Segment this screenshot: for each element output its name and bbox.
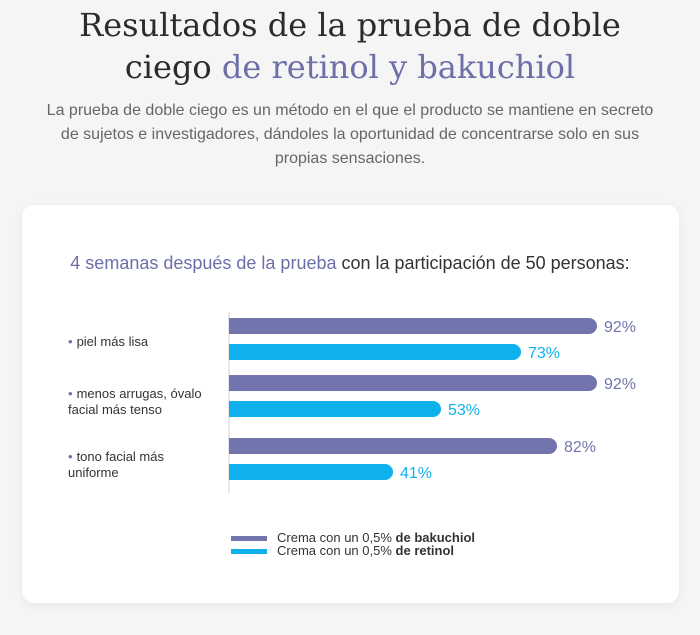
bullet-icon: •	[68, 386, 73, 401]
bar-bakuchiol-1	[229, 375, 597, 391]
bar-edge-bakuchiol-1	[229, 375, 245, 391]
title-plain: ciego	[124, 48, 212, 86]
bar-retinol-1	[229, 401, 441, 417]
legend-bold: de bakuchiol	[395, 530, 475, 545]
data-label-retinol-1: 53%	[448, 402, 480, 419]
title-line-1: Resultados de la prueba de doble	[79, 6, 621, 44]
bar-retinol-2	[229, 464, 393, 480]
bar-retinol-0	[229, 344, 521, 360]
category-text: menos arrugas, óvalo facial más tenso	[68, 386, 202, 417]
data-label-bakuchiol-1: 92%	[604, 376, 636, 393]
category-label-smooth: • piel más lisa	[68, 334, 218, 350]
legend-item-retinol: Crema con un 0,5% de retinol	[231, 544, 454, 558]
data-label-bakuchiol-2: 82%	[564, 439, 596, 456]
bar-bakuchiol-0	[229, 318, 597, 334]
bar-edge-retinol-1	[229, 401, 245, 417]
bar-edge-retinol-0	[229, 344, 245, 360]
bar-edge-retinol-2	[229, 464, 245, 480]
data-label-retinol-2: 41%	[400, 465, 432, 482]
legend-swatch-retinol	[231, 549, 267, 555]
legend-bold: de retinol	[395, 543, 455, 558]
legend-prefix: Crema con un 0,5%	[277, 530, 392, 545]
category-text: tono facial más uniforme	[68, 449, 164, 480]
category-text: piel más lisa	[76, 334, 149, 349]
bullet-icon: •	[68, 334, 73, 349]
page-title: Resultados de la prueba de doble ciego d…	[0, 4, 700, 88]
data-label-retinol-0: 73%	[528, 345, 560, 362]
bar-edge-bakuchiol-2	[229, 438, 245, 454]
bullet-icon: •	[68, 449, 73, 464]
page-subtitle: La prueba de doble ciego es un método en…	[46, 102, 654, 167]
legend-item-bakuchiol: Crema con un 0,5% de bakuchiol	[231, 531, 475, 545]
data-label-bakuchiol-0: 92%	[604, 319, 636, 336]
chart-heading-rest: con la participación de 50 personas:	[341, 253, 630, 273]
legend-swatch-bakuchiol	[231, 536, 267, 542]
bar-edge-bakuchiol-0	[229, 318, 245, 334]
title-accent: de retinol y bakuchiol	[221, 48, 576, 86]
category-label-tone: • tono facial más uniforme	[68, 449, 218, 481]
bar-bakuchiol-2	[229, 438, 557, 454]
chart-heading: 4 semanas después de la prueba con la pa…	[0, 253, 700, 273]
chart-heading-highlight: 4 semanas después de la prueba	[70, 253, 337, 273]
title-line-2: ciego de retinol y bakuchiol	[0, 46, 700, 88]
legend-prefix: Crema con un 0,5%	[277, 543, 392, 558]
category-label-wrinkles: • menos arrugas, óvalo facial más tenso	[68, 386, 218, 418]
